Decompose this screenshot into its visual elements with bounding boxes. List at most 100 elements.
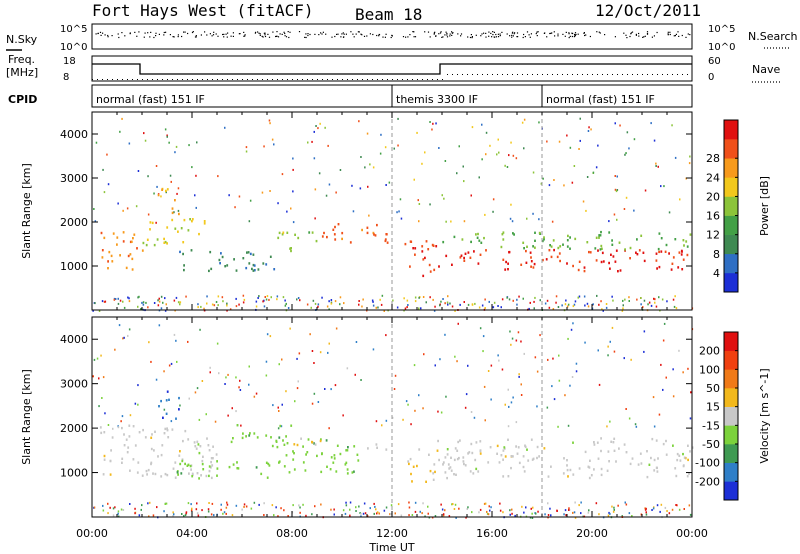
scatter-cell bbox=[611, 295, 613, 298]
scatter-cell bbox=[330, 302, 333, 305]
echo-cell bbox=[589, 459, 591, 462]
scatter-cell bbox=[235, 410, 237, 413]
scatter-cell bbox=[107, 502, 109, 505]
scatter-cell bbox=[358, 505, 360, 508]
echo-cell bbox=[688, 472, 690, 475]
scatter-cell bbox=[466, 508, 468, 510]
scatter-cell bbox=[228, 194, 230, 197]
scatter-cell bbox=[98, 310, 101, 312]
freq-label: Freq. bbox=[8, 53, 35, 66]
echo-cell bbox=[109, 473, 112, 476]
echo-cell bbox=[103, 236, 106, 240]
scatter-cell bbox=[177, 209, 180, 212]
scatter-cell bbox=[580, 512, 582, 515]
nave-point bbox=[362, 79, 363, 80]
scatter-cell bbox=[595, 502, 598, 505]
noise-point bbox=[230, 35, 232, 37]
scatter-cell bbox=[95, 141, 98, 144]
scatter-cell bbox=[362, 298, 364, 301]
echo-cell bbox=[664, 250, 667, 253]
scatter-cell bbox=[241, 508, 243, 511]
noise-point bbox=[181, 35, 183, 38]
echo-cell bbox=[502, 258, 505, 261]
colorbar-swatch bbox=[724, 272, 738, 293]
scatter-cell bbox=[564, 509, 567, 512]
scatter-cell bbox=[277, 406, 279, 409]
noise-point bbox=[557, 33, 559, 35]
echo-cell bbox=[208, 474, 210, 478]
noise-point bbox=[424, 31, 426, 33]
noise-point bbox=[626, 37, 628, 39]
echo-cell bbox=[637, 463, 640, 466]
echo-cell bbox=[522, 455, 525, 458]
noise-point bbox=[497, 36, 500, 38]
echo-cell bbox=[175, 417, 177, 420]
echo-cell bbox=[129, 469, 131, 472]
scatter-cell bbox=[498, 359, 500, 362]
echo-cell bbox=[453, 473, 455, 476]
scatter-cell bbox=[504, 403, 506, 406]
nave-point bbox=[277, 79, 278, 80]
scatter-cell bbox=[515, 339, 518, 342]
noise-point bbox=[599, 32, 601, 34]
noise-tick-low: 10^0 bbox=[60, 42, 87, 53]
echo-cell bbox=[278, 436, 281, 439]
scatter-cell bbox=[397, 144, 399, 147]
scatter-cell bbox=[355, 506, 357, 509]
scatter-cell bbox=[528, 307, 530, 310]
scatter-cell bbox=[183, 515, 185, 518]
scatter-cell bbox=[187, 502, 190, 505]
scatter-cell bbox=[674, 295, 676, 298]
scatter-cell bbox=[598, 303, 600, 306]
scatter-cell bbox=[463, 180, 465, 183]
echo-cell bbox=[651, 437, 654, 441]
noise-point bbox=[644, 35, 646, 37]
echo-cell bbox=[166, 242, 168, 245]
noise-point bbox=[457, 33, 459, 35]
scatter-cell bbox=[689, 513, 692, 516]
noise-point bbox=[267, 33, 269, 35]
noise-point bbox=[442, 36, 444, 38]
noise-point bbox=[275, 35, 278, 37]
scatter-cell bbox=[255, 392, 258, 395]
echo-cell bbox=[271, 444, 274, 448]
echo-cell bbox=[131, 268, 134, 271]
echo-cell bbox=[611, 239, 613, 242]
scatter-cell bbox=[169, 174, 172, 177]
echo-cell bbox=[313, 442, 315, 445]
scatter-cell bbox=[328, 308, 330, 311]
nave-point bbox=[407, 79, 408, 80]
echo-cell bbox=[600, 467, 603, 471]
noise-point bbox=[523, 33, 525, 36]
noise-point bbox=[158, 33, 160, 35]
scatter-cell bbox=[470, 411, 473, 413]
echo-cell bbox=[212, 445, 214, 448]
echo-cell bbox=[476, 236, 479, 239]
echo-cell bbox=[334, 225, 336, 229]
scatter-cell bbox=[176, 192, 178, 195]
scatter-cell bbox=[283, 509, 285, 512]
echo-cell bbox=[527, 459, 530, 462]
scatter-cell bbox=[624, 153, 626, 156]
scatter-cell bbox=[268, 119, 271, 122]
scatter-cell bbox=[510, 203, 512, 206]
echo-cell bbox=[436, 449, 439, 452]
echo-cell bbox=[543, 238, 545, 241]
noise-point bbox=[522, 36, 524, 39]
scatter-cell bbox=[238, 303, 240, 306]
nave-point bbox=[572, 74, 573, 75]
scatter-cell bbox=[668, 512, 671, 515]
echo-cell bbox=[160, 399, 162, 403]
noise-point bbox=[177, 36, 179, 38]
scatter-cell bbox=[349, 501, 352, 504]
scatter-cell bbox=[106, 153, 108, 156]
echo-cell bbox=[437, 439, 439, 443]
scatter-cell bbox=[512, 299, 514, 302]
scatter-cell bbox=[284, 299, 286, 302]
echo-cell bbox=[558, 252, 561, 255]
echo-cell bbox=[193, 441, 196, 444]
scatter-cell bbox=[96, 357, 99, 360]
noise-point bbox=[209, 33, 211, 35]
scatter-cell bbox=[391, 416, 394, 419]
echo-cell bbox=[110, 254, 113, 258]
